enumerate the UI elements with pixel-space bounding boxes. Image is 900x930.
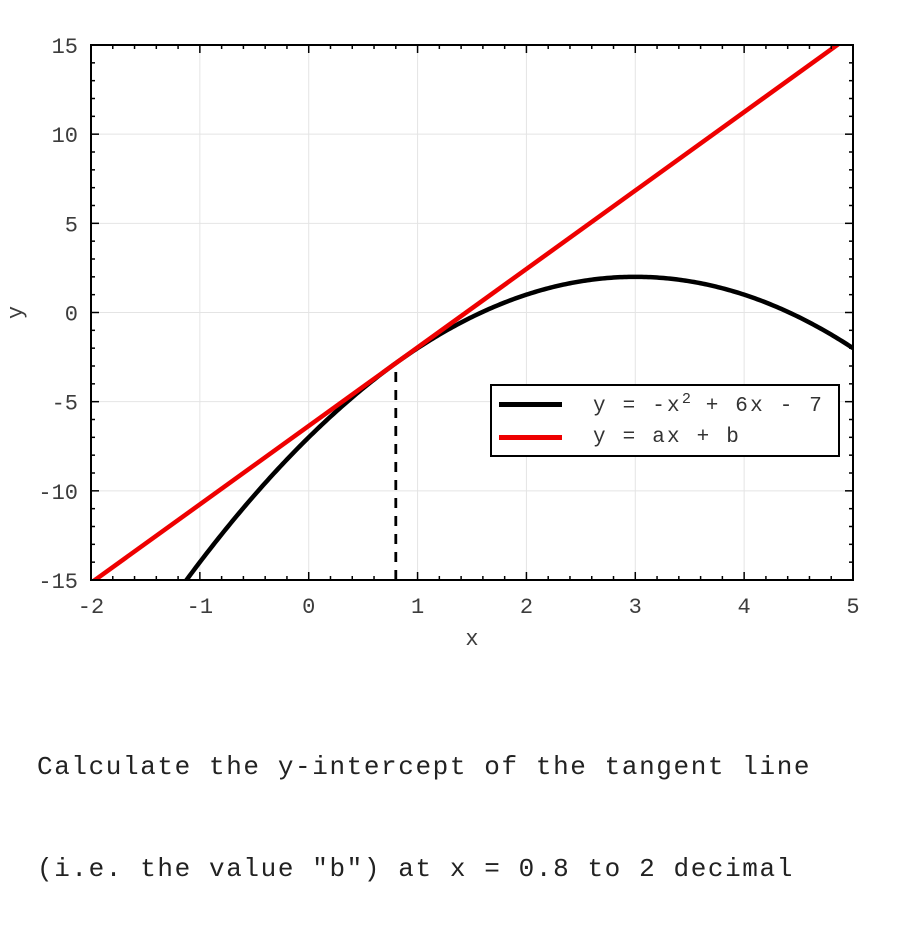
x-tick-label: -2 [78, 595, 104, 620]
question-text: Calculate the y-intercept of the tangent… [37, 682, 811, 930]
y-tick-label: -10 [38, 481, 78, 506]
y-tick-label: -15 [38, 570, 78, 595]
y-tick-label: 15 [52, 35, 78, 60]
legend-label-parabola: y = -x2 + 6x - 7 [593, 390, 824, 418]
y-axis-label: y [4, 306, 29, 319]
legend-entry-parabola: y = -x2 + 6x - 7 [499, 388, 838, 421]
parabola-curve [183, 274, 853, 580]
x-axis-label: x [465, 627, 478, 652]
x-tick-labels: -2 -1 0 1 2 3 4 5 [78, 595, 860, 620]
y-tick-label: -5 [52, 392, 78, 417]
x-tick-label: 1 [411, 595, 424, 620]
y-tick-label: 10 [52, 124, 78, 149]
x-tick-label: -1 [187, 595, 213, 620]
legend-line-sample-parabola [499, 401, 562, 407]
legend-label-tangent: y = ax + b [593, 426, 741, 449]
caption-line-2: (i.e. the value "b") at x = 0.8 to 2 dec… [37, 854, 794, 884]
legend-label-base: y = ax + b [593, 425, 742, 449]
legend-label-exponent: 2 [681, 390, 691, 408]
legend-line-sample-tangent [499, 434, 562, 440]
figure: -2 -1 0 1 2 3 4 5 -15 -10 -5 0 5 10 15 x y y = -x2 + 6x … [4, 35, 860, 652]
legend: y = -x2 + 6x - 7 y = ax + b [490, 384, 840, 457]
y-tick-label: 0 [65, 303, 78, 328]
x-tick-label: 5 [846, 595, 859, 620]
plot-grid [90, 44, 854, 581]
y-tick-label: 5 [65, 213, 78, 238]
x-tick-label: 0 [302, 595, 315, 620]
tick-marks [90, 44, 854, 581]
x-tick-label: 4 [738, 595, 751, 620]
legend-entry-tangent: y = ax + b [499, 421, 838, 454]
caption-line-1: Calculate the y-intercept of the tangent… [37, 752, 812, 782]
x-tick-label: 2 [520, 595, 533, 620]
x-tick-label: 3 [629, 595, 642, 620]
y-tick-labels: -15 -10 -5 0 5 10 15 [38, 35, 78, 595]
legend-label-rest: + 6x - 7 [690, 395, 825, 418]
tangent-line [91, 45, 842, 580]
legend-label-base: y = -x [593, 395, 682, 418]
